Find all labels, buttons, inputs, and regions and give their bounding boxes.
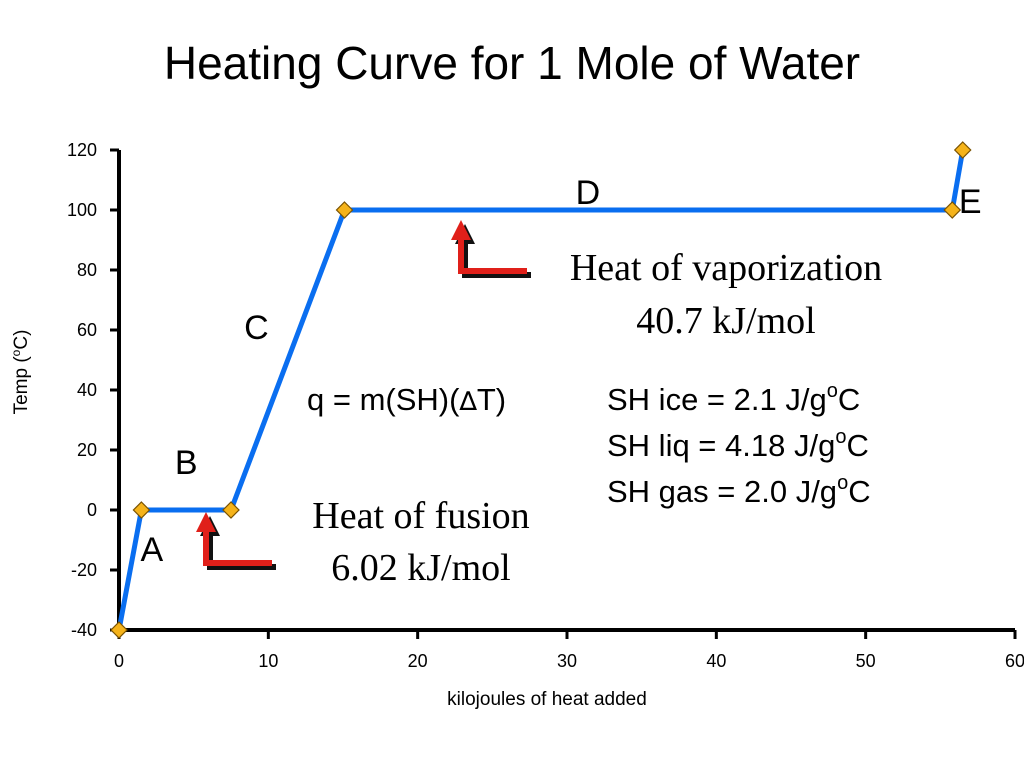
region-label-b: B [175, 444, 198, 482]
y-tick-label: 20 [77, 440, 97, 460]
slide-title: Heating Curve for 1 Mole of Water [163, 37, 861, 89]
vaporization-value: 40.7 kJ/mol [636, 300, 815, 342]
arrow-body [458, 236, 527, 274]
specific-heat-line: SH gas = 2.0 J/goC [607, 472, 871, 509]
x-tick-label: 60 [1005, 651, 1024, 671]
vaporization-arrow [451, 220, 531, 278]
y-tick-label: 80 [77, 260, 97, 280]
data-point-marker [953, 141, 972, 159]
x-tick-label: 50 [856, 651, 876, 671]
y-tick-label: 0 [87, 500, 97, 520]
data-point-marker [335, 201, 354, 219]
annotation-labels: A B C D E Heat of fusion 6.02 kJ/mol Heat of va… [141, 174, 982, 589]
arrow-shadow [207, 532, 276, 570]
arrow-head [451, 220, 471, 240]
region-label-e: E [959, 183, 982, 221]
vaporization-label: Heat of vaporization [570, 247, 882, 289]
x-tick-label: 30 [557, 651, 577, 671]
data-series [110, 141, 972, 639]
y-tick-label: 100 [67, 200, 97, 220]
heat-equation: q = m(SH)(∆T) [307, 382, 506, 417]
x-axis-title: kilojoules of heat added [447, 689, 647, 710]
x-tick-label: 40 [706, 651, 726, 671]
series-line [116, 147, 966, 633]
x-tick-label: 20 [408, 651, 428, 671]
y-tick-label: 60 [77, 320, 97, 340]
arrow-shadow [462, 240, 531, 278]
fusion-arrow [196, 512, 276, 570]
specific-heat-line: SH ice = 2.1 J/goC [607, 380, 860, 417]
arrow-body [203, 528, 272, 566]
fusion-label: Heat of fusion [312, 495, 529, 537]
specific-heat-line: SH liq = 4.18 J/goC [607, 426, 869, 463]
y-tick-label: -20 [71, 560, 97, 580]
y-tick-label: 120 [67, 140, 97, 160]
data-point-marker [110, 621, 128, 639]
y-axis-title: Temp (oC) [9, 330, 32, 415]
region-label-a: A [141, 531, 164, 569]
fusion-value: 6.02 kJ/mol [331, 547, 510, 589]
x-tick-label: 0 [114, 651, 124, 671]
data-point-marker [943, 201, 962, 219]
region-label-c: C [244, 309, 269, 347]
data-point-marker [222, 501, 240, 519]
axes: -40 -20 0 20 40 60 80 100 120 0 10 20 30 40 50 60 kilojo… [9, 140, 1024, 710]
data-point-marker [132, 501, 151, 519]
y-tick-label: -40 [71, 620, 97, 640]
y-tick-label: 40 [77, 380, 97, 400]
x-tick-label: 10 [258, 651, 278, 671]
region-label-d: D [576, 174, 601, 212]
arrow-head [196, 512, 216, 532]
annotation-arrows [196, 220, 531, 570]
